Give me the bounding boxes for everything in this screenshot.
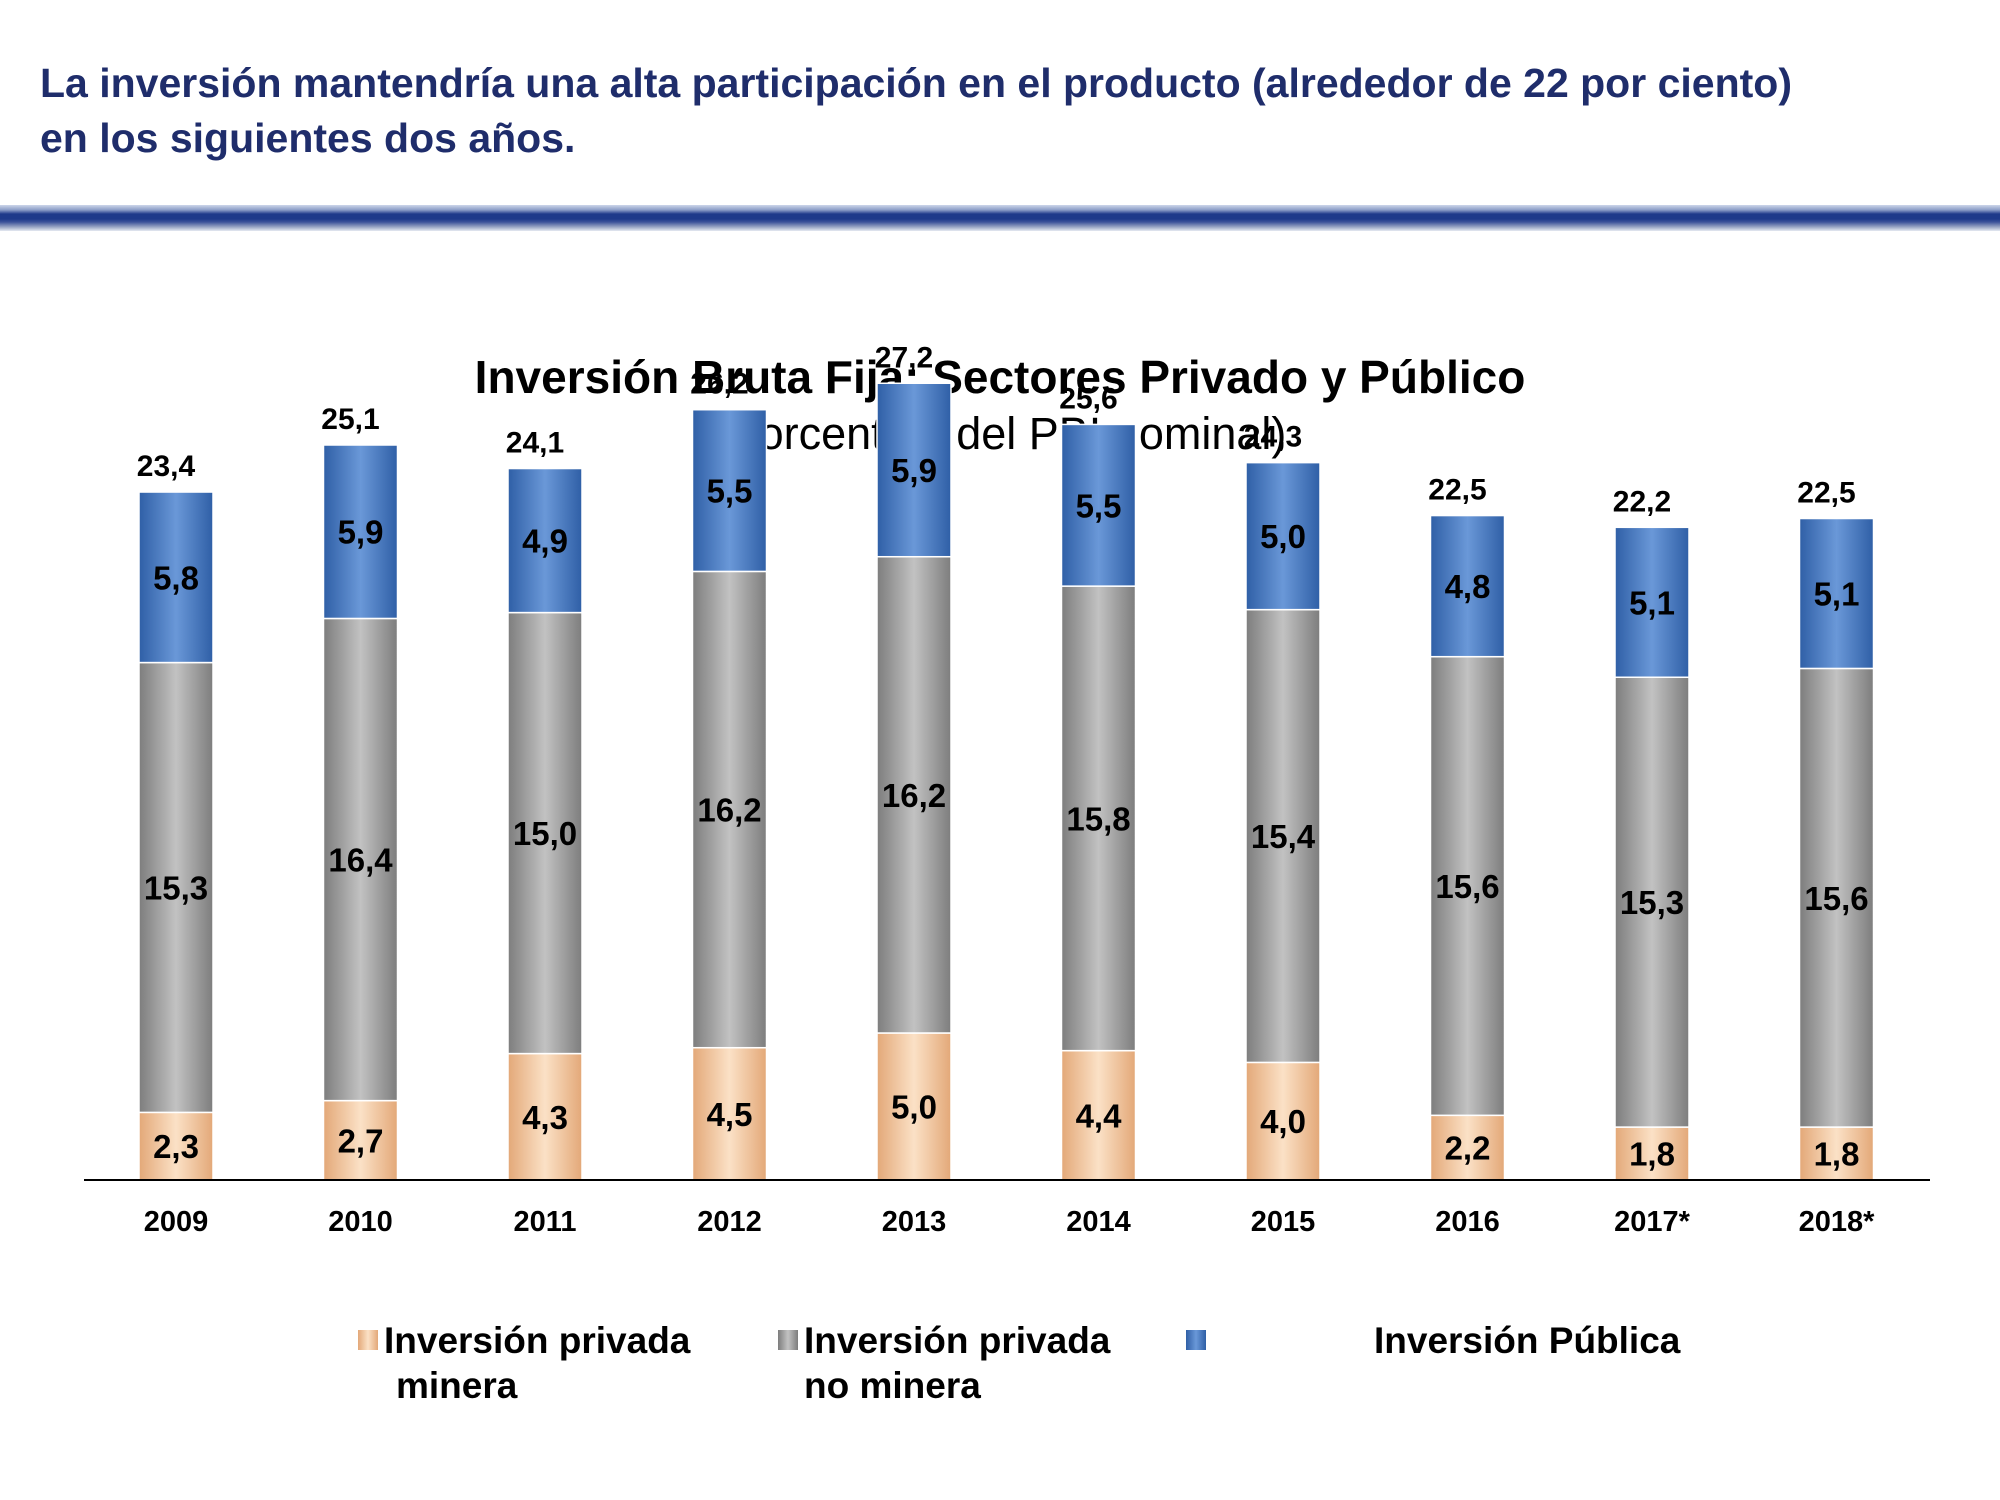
total-label-3: 26,2 xyxy=(690,368,748,401)
data-label-public-8: 5,1 xyxy=(1629,584,1675,621)
bar-mining-6 xyxy=(1245,1061,1321,1181)
data-label-public-3: 5,5 xyxy=(707,473,753,510)
data-label-mining-5: 4,4 xyxy=(1076,1097,1123,1134)
bar-non-mining-8 xyxy=(1614,676,1690,1128)
chart-title: Inversión Bruta Fija: Sectores Privado y… xyxy=(474,351,1526,403)
legend-swatch-mining xyxy=(358,1330,378,1350)
headline: La inversión mantendría una alta partici… xyxy=(40,56,1960,166)
bar-public-7 xyxy=(1429,514,1506,658)
bar-mining-0 xyxy=(138,1111,214,1181)
bar-public-3 xyxy=(691,408,768,573)
legend-swatch-public xyxy=(1186,1330,1206,1350)
total-label-8: 22,2 xyxy=(1613,485,1671,518)
headline-line-1: La inversión mantendría una alta partici… xyxy=(40,60,1792,106)
bar-public-0 xyxy=(138,491,214,664)
total-label-1: 25,1 xyxy=(321,403,379,436)
bar-public-1 xyxy=(322,444,399,620)
bar-mining-1 xyxy=(322,1099,399,1181)
x-tick-label-7: 2016 xyxy=(1435,1206,1500,1238)
data-label-mining-4: 5,0 xyxy=(891,1089,937,1126)
total-label-4: 27,2 xyxy=(875,341,933,374)
x-tick-label-5: 2014 xyxy=(1066,1206,1131,1238)
x-tick-label-0: 2009 xyxy=(144,1206,209,1238)
bar-non-mining-6 xyxy=(1245,608,1321,1064)
total-label-2: 24,1 xyxy=(506,427,564,460)
legend-label-public: Inversión Pública xyxy=(1374,1320,1681,1361)
data-label-non-mining-4: 16,2 xyxy=(882,777,946,814)
legend-label-non-mining-1: Inversión privada xyxy=(804,1320,1111,1361)
x-tick-label-4: 2013 xyxy=(882,1206,947,1238)
data-label-non-mining-8: 15,3 xyxy=(1620,884,1684,921)
total-label-6: 24,3 xyxy=(1244,421,1302,454)
total-label-7: 22,5 xyxy=(1428,474,1486,507)
data-label-public-4: 5,9 xyxy=(891,452,937,489)
x-tick-label-9: 2018* xyxy=(1799,1206,1876,1238)
legend-label-mining-2: minera xyxy=(396,1365,518,1406)
data-label-mining-8: 1,8 xyxy=(1629,1136,1675,1173)
bar-non-mining-9 xyxy=(1798,667,1875,1128)
bar-public-9 xyxy=(1798,517,1875,670)
headline-line-2: en los siguientes dos años. xyxy=(40,115,576,161)
data-label-public-6: 5,0 xyxy=(1260,518,1306,555)
data-label-public-2: 4,9 xyxy=(522,523,568,560)
data-label-non-mining-6: 15,4 xyxy=(1251,818,1316,855)
bar-non-mining-4 xyxy=(876,555,952,1034)
total-label-9: 22,5 xyxy=(1797,477,1855,510)
data-label-public-7: 4,8 xyxy=(1445,568,1491,605)
bar-mining-7 xyxy=(1429,1114,1506,1181)
legend-swatch-non-mining xyxy=(778,1330,798,1350)
data-label-public-5: 5,5 xyxy=(1076,487,1122,524)
bar-non-mining-0 xyxy=(138,661,214,1114)
bar-mining-3 xyxy=(691,1046,768,1181)
x-tick-label-8: 2017* xyxy=(1614,1206,1691,1238)
data-label-mining-0: 2,3 xyxy=(153,1128,199,1165)
chart-subtitle: (Porcentaje del PBI nominal) xyxy=(713,408,1287,459)
x-tick-label-6: 2015 xyxy=(1251,1206,1316,1238)
bar-public-6 xyxy=(1245,461,1321,611)
x-tick-label-1: 2010 xyxy=(328,1206,393,1238)
title-divider xyxy=(0,205,2000,231)
data-label-public-0: 5,8 xyxy=(153,559,199,596)
data-label-mining-7: 2,2 xyxy=(1445,1130,1491,1167)
data-label-mining-9: 1,8 xyxy=(1814,1136,1860,1173)
total-label-5: 25,6 xyxy=(1059,382,1117,415)
bar-non-mining-2 xyxy=(507,611,583,1055)
data-label-mining-6: 4,0 xyxy=(1260,1103,1306,1140)
data-label-non-mining-9: 15,6 xyxy=(1804,880,1868,917)
x-tick-label-2: 2011 xyxy=(514,1206,577,1238)
data-label-non-mining-7: 15,6 xyxy=(1435,868,1499,905)
data-label-public-1: 5,9 xyxy=(338,514,384,551)
data-label-public-9: 5,1 xyxy=(1814,575,1860,612)
total-label-0: 23,4 xyxy=(137,450,196,483)
bar-non-mining-1 xyxy=(322,617,399,1102)
data-label-non-mining-5: 15,8 xyxy=(1066,800,1130,837)
bar-non-mining-3 xyxy=(691,570,768,1049)
bar-mining-4 xyxy=(876,1032,952,1181)
bar-non-mining-5 xyxy=(1060,585,1137,1052)
data-label-mining-1: 2,7 xyxy=(338,1122,384,1159)
data-label-mining-2: 4,3 xyxy=(522,1099,568,1136)
data-label-non-mining-0: 15,3 xyxy=(144,869,208,906)
data-label-mining-3: 4,5 xyxy=(707,1096,753,1133)
bar-non-mining-7 xyxy=(1429,655,1506,1117)
legend-label-non-mining-2: no minera xyxy=(804,1365,981,1406)
bar-public-2 xyxy=(507,467,583,614)
data-label-non-mining-3: 16,2 xyxy=(697,792,761,829)
data-label-non-mining-2: 15,0 xyxy=(513,815,577,852)
bar-public-4 xyxy=(876,382,952,558)
x-tick-label-3: 2012 xyxy=(697,1206,762,1238)
bar-mining-9 xyxy=(1798,1126,1875,1181)
legend-label-mining-1: Inversión privada xyxy=(384,1320,691,1361)
data-label-non-mining-1: 16,4 xyxy=(328,842,393,879)
bar-public-5 xyxy=(1060,423,1137,587)
bar-public-8 xyxy=(1614,526,1690,679)
